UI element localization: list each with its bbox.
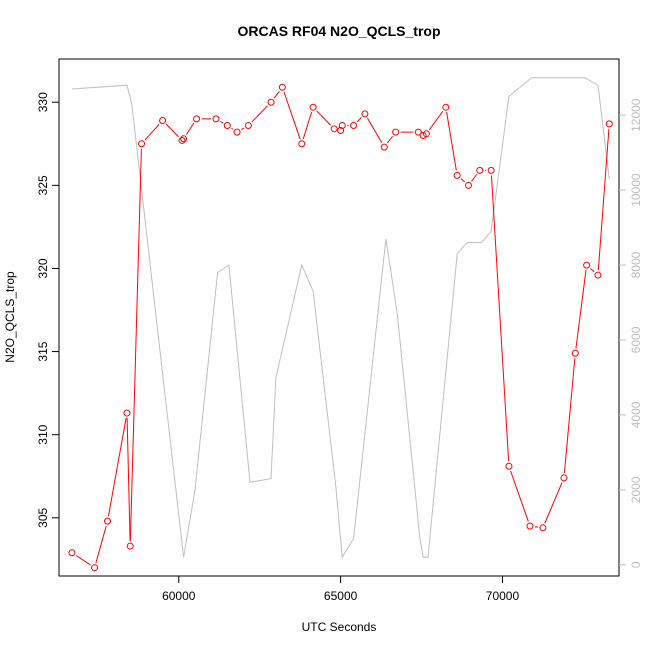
data-point: [422, 130, 430, 138]
y-tick-label: 320: [36, 258, 50, 278]
y-tick-label: 330: [36, 92, 50, 112]
series-line-segment: [563, 358, 576, 473]
series-line-segment: [366, 117, 383, 144]
series-line-segment: [590, 268, 595, 273]
y2-tick-label: 0: [629, 561, 643, 568]
data-point: [223, 121, 231, 129]
data-point: [464, 181, 472, 189]
data-point: [361, 110, 369, 118]
series-line-segment: [316, 110, 332, 126]
series-line-segment: [95, 525, 107, 564]
data-point: [244, 121, 252, 129]
data-point: [126, 542, 134, 550]
data-point: [392, 128, 400, 136]
data-point: [380, 143, 388, 151]
data-point: [419, 131, 427, 139]
series-line-segment: [75, 555, 91, 566]
series-line-secondary: [71, 77, 610, 559]
data-point: [267, 98, 275, 106]
y2-tick-label: 8000: [629, 251, 643, 278]
data-point: [104, 517, 112, 525]
series-line-segment: [510, 470, 529, 522]
series-layer: [68, 77, 613, 572]
series-line-segment: [273, 90, 280, 99]
x-axis-label: UTC Seconds: [302, 620, 377, 634]
series-line-segment: [544, 482, 563, 524]
data-point: [338, 121, 346, 129]
data-point: [330, 125, 338, 133]
series-line-segment: [165, 123, 179, 138]
data-point: [212, 115, 220, 123]
series-line-segment: [231, 127, 234, 130]
series-line-segment: [107, 417, 127, 517]
data-point: [159, 117, 167, 125]
data-point: [193, 115, 201, 123]
data-point: [560, 474, 568, 482]
series-line-segment: [460, 178, 466, 183]
chart-title: ORCAS RF04 N2O_QCLS_trop: [237, 23, 440, 39]
y2-tick-label: 10000: [629, 173, 643, 207]
y-tick-label: 325: [36, 175, 50, 195]
data-point: [337, 126, 345, 134]
data-point: [278, 83, 286, 91]
y-tick-label: 315: [36, 341, 50, 361]
y2-tick-label: 2000: [629, 476, 643, 503]
data-point: [453, 171, 461, 179]
data-point: [539, 524, 547, 532]
series-line-segment: [471, 174, 478, 182]
data-point: [91, 564, 99, 572]
y-axis-label: N2O_QCLS_trop: [3, 271, 17, 363]
series-line-segment: [144, 123, 160, 141]
series-line-segment: [575, 270, 587, 349]
data-point: [138, 140, 146, 148]
series-line-segment: [129, 148, 142, 542]
y2-tick-label: 6000: [629, 326, 643, 353]
data-point: [414, 128, 422, 136]
y-tick-label: 305: [36, 507, 50, 527]
data-point: [309, 103, 317, 111]
data-point: [442, 103, 450, 111]
axes: 60000 65000 70000 305 310 315 320 325 330 0 2000 40…: [36, 92, 643, 603]
series-line-segment: [386, 135, 394, 144]
series-line-segment: [356, 117, 362, 123]
series-line-segment: [597, 128, 610, 271]
data-point: [487, 166, 495, 174]
plot-frame: [58, 58, 620, 577]
series-line-segment: [126, 418, 131, 542]
series-line-segment: [446, 112, 457, 171]
series-line-segment: [220, 120, 224, 124]
series-line-segment: [490, 175, 510, 462]
series-line-segment: [251, 105, 268, 123]
y2-tick-label: 4000: [629, 401, 643, 428]
data-point: [180, 135, 188, 143]
data-point: [571, 349, 579, 357]
data-point: [594, 271, 602, 279]
data-point: [583, 261, 591, 269]
series-line-segment: [185, 122, 195, 135]
y-tick-label: 310: [36, 424, 50, 444]
x-tick-label: 60000: [162, 589, 196, 603]
data-point: [233, 128, 241, 136]
data-point: [68, 549, 76, 557]
data-point: [298, 140, 306, 148]
data-point: [526, 522, 534, 530]
x-tick-label: 70000: [486, 589, 520, 603]
y2-tick-label: 12000: [629, 98, 643, 132]
series-line-segment: [283, 91, 301, 140]
data-point: [178, 136, 186, 144]
data-point: [123, 409, 131, 417]
series-line-segment: [428, 110, 444, 131]
series-line-segment: [302, 111, 313, 140]
data-point: [505, 462, 513, 470]
x-tick-label: 65000: [324, 589, 358, 603]
data-point: [350, 121, 358, 129]
data-point: [605, 120, 613, 128]
series-line-segment: [241, 127, 245, 131]
data-point: [476, 166, 484, 174]
